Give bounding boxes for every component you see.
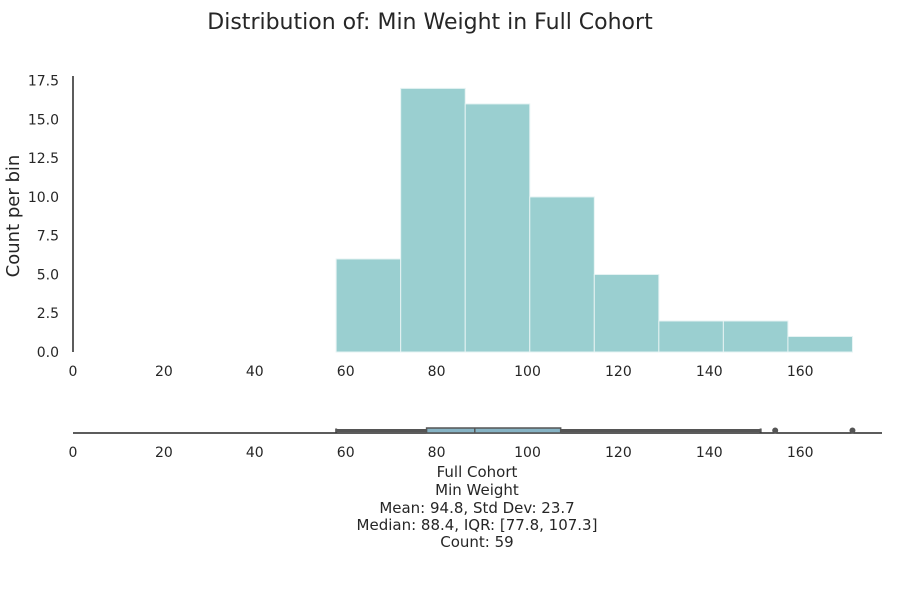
- x-tick-label-top-1: 20: [155, 364, 173, 380]
- x-tick-label-top-4: 80: [428, 364, 446, 380]
- x-tick-label-bottom-1: 20: [155, 445, 173, 461]
- boxplot-outlier-1: [849, 427, 856, 434]
- x-tick-label-top-8: 160: [787, 364, 814, 380]
- x-tick-labels-top: 0 20 40 60 80 100 120 140 160: [69, 364, 814, 380]
- x-tick-label-top-3: 60: [337, 364, 355, 380]
- y-tick-label-4: 10.0: [28, 190, 59, 206]
- histogram-bar-0: [335, 258, 402, 353]
- x-tick-label-top-2: 40: [246, 364, 264, 380]
- x-tick-labels-bottom: 0 20 40 60 80 100 120 140 160: [69, 445, 814, 461]
- x-tick-label-top-0: 0: [69, 364, 78, 380]
- y-tick-label-6: 15.0: [28, 112, 59, 128]
- x-tick-label-bottom-8: 160: [787, 445, 814, 461]
- x-tick-label-bottom-7: 140: [696, 445, 723, 461]
- y-tick-label-0: 0.0: [37, 345, 59, 361]
- histogram-bar-1: [400, 87, 466, 353]
- x-tick-label-top-7: 140: [696, 364, 723, 380]
- histogram-bars: [335, 87, 853, 353]
- stats-line-mean: Mean: 94.8, Std Dev: 23.7: [379, 499, 574, 517]
- stats-summary: Full Cohort Min Weight Mean: 94.8, Std D…: [357, 463, 598, 551]
- x-tick-label-bottom-6: 120: [605, 445, 632, 461]
- boxplot-box: [425, 427, 562, 434]
- x-tick-label-bottom-2: 40: [246, 445, 264, 461]
- stats-line-count: Count: 59: [440, 533, 513, 551]
- y-tick-label-2: 5.0: [37, 267, 59, 283]
- boxplot-outlier-0: [772, 427, 779, 434]
- y-tick-label-3: 7.5: [37, 229, 59, 245]
- y-tick-label-1: 2.5: [37, 306, 59, 322]
- histogram-bar-3: [529, 196, 595, 353]
- histogram-bar-7: [787, 335, 853, 353]
- stats-line-variable: Min Weight: [435, 481, 519, 499]
- histogram-bar-4: [593, 273, 660, 353]
- x-tick-label-bottom-4: 80: [428, 445, 446, 461]
- histogram-bar-2: [464, 103, 531, 353]
- stats-line-cohort: Full Cohort: [437, 463, 518, 481]
- y-tick-labels: 0.0 2.5 5.0 7.5 10.0 12.5 15.0 17.5: [28, 74, 59, 361]
- x-tick-label-top-5: 100: [514, 364, 541, 380]
- x-tick-label-top-6: 120: [605, 364, 632, 380]
- x-tick-label-bottom-0: 0: [69, 445, 78, 461]
- histogram-bar-5: [658, 320, 724, 353]
- stats-line-median: Median: 88.4, IQR: [77.8, 107.3]: [357, 516, 598, 534]
- y-axis-label: Count per bin: [3, 155, 24, 278]
- chart-title: Distribution of: Min Weight in Full Coho…: [207, 10, 653, 35]
- y-tick-label-7: 17.5: [28, 74, 59, 90]
- histogram-bar-6: [722, 320, 789, 353]
- boxplot: [335, 427, 856, 434]
- x-tick-label-bottom-3: 60: [337, 445, 355, 461]
- x-tick-label-bottom-5: 100: [514, 445, 541, 461]
- y-tick-label-5: 12.5: [28, 151, 59, 167]
